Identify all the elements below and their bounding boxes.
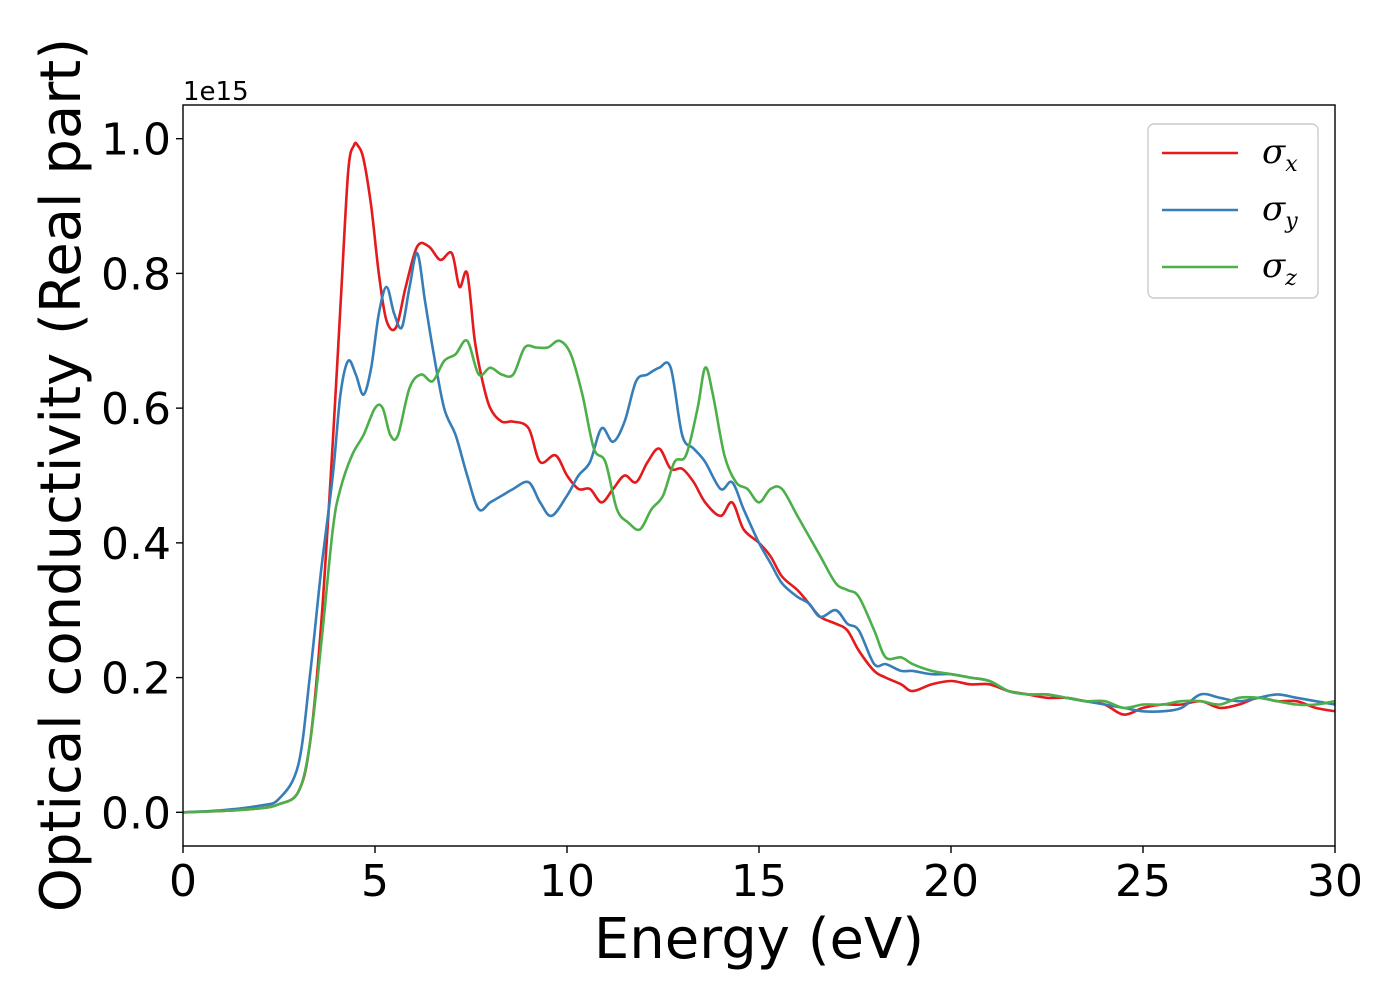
y-tick-label: 0.8 — [101, 249, 171, 300]
x-tick-label: 5 — [361, 856, 389, 907]
x-axis-title: Energy (eV) — [594, 907, 924, 972]
x-tick-label: 0 — [169, 856, 197, 907]
y-axis: 0.0 0.2 0.4 0.6 0.8 1.0 — [101, 115, 183, 839]
x-tick-label: 20 — [923, 856, 979, 907]
x-tick-label: 10 — [539, 856, 595, 907]
legend-subscript: z — [1284, 266, 1297, 291]
y-offset-label: 1e15 — [183, 77, 249, 107]
y-tick-label: 0.2 — [101, 654, 171, 705]
series-layer — [182, 141, 1336, 814]
y-tick-label: 0.4 — [101, 519, 171, 570]
x-tick-label: 30 — [1307, 856, 1363, 907]
y-tick-label: 0.6 — [101, 384, 171, 435]
legend-subscript: y — [1284, 209, 1298, 234]
series-line-z — [182, 338, 1336, 814]
y-tick-label: 1.0 — [101, 115, 171, 166]
y-tick-label: 0.0 — [101, 788, 171, 839]
y-axis-title: Optical conductivity (Real part) — [29, 38, 94, 912]
x-axis: 0 5 10 15 20 25 30 — [169, 846, 1363, 907]
x-tick-label: 25 — [1115, 856, 1171, 907]
legend-subscript: x — [1285, 152, 1298, 177]
x-tick-label: 15 — [731, 856, 787, 907]
